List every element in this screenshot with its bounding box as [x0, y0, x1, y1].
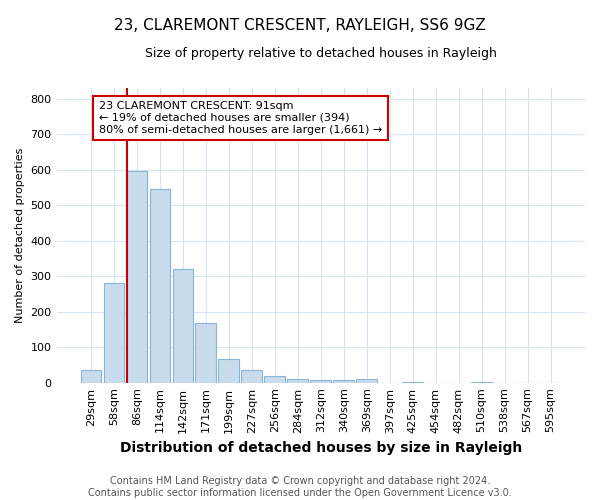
Title: Size of property relative to detached houses in Rayleigh: Size of property relative to detached ho… — [145, 48, 497, 60]
Y-axis label: Number of detached properties: Number of detached properties — [15, 148, 25, 323]
Bar — [104, 284, 124, 382]
Bar — [173, 269, 193, 382]
Bar — [127, 172, 147, 382]
Bar — [218, 358, 239, 382]
Bar — [356, 379, 377, 382]
Bar — [334, 380, 354, 382]
Bar — [196, 323, 216, 382]
Bar — [265, 376, 285, 382]
Bar — [241, 370, 262, 382]
X-axis label: Distribution of detached houses by size in Rayleigh: Distribution of detached houses by size … — [119, 441, 522, 455]
Text: Contains HM Land Registry data © Crown copyright and database right 2024.
Contai: Contains HM Land Registry data © Crown c… — [88, 476, 512, 498]
Bar — [80, 370, 101, 382]
Text: 23 CLAREMONT CRESCENT: 91sqm
← 19% of detached houses are smaller (394)
80% of s: 23 CLAREMONT CRESCENT: 91sqm ← 19% of de… — [99, 102, 382, 134]
Text: 23, CLAREMONT CRESCENT, RAYLEIGH, SS6 9GZ: 23, CLAREMONT CRESCENT, RAYLEIGH, SS6 9G… — [114, 18, 486, 32]
Bar — [287, 379, 308, 382]
Bar — [310, 380, 331, 382]
Bar — [149, 189, 170, 382]
